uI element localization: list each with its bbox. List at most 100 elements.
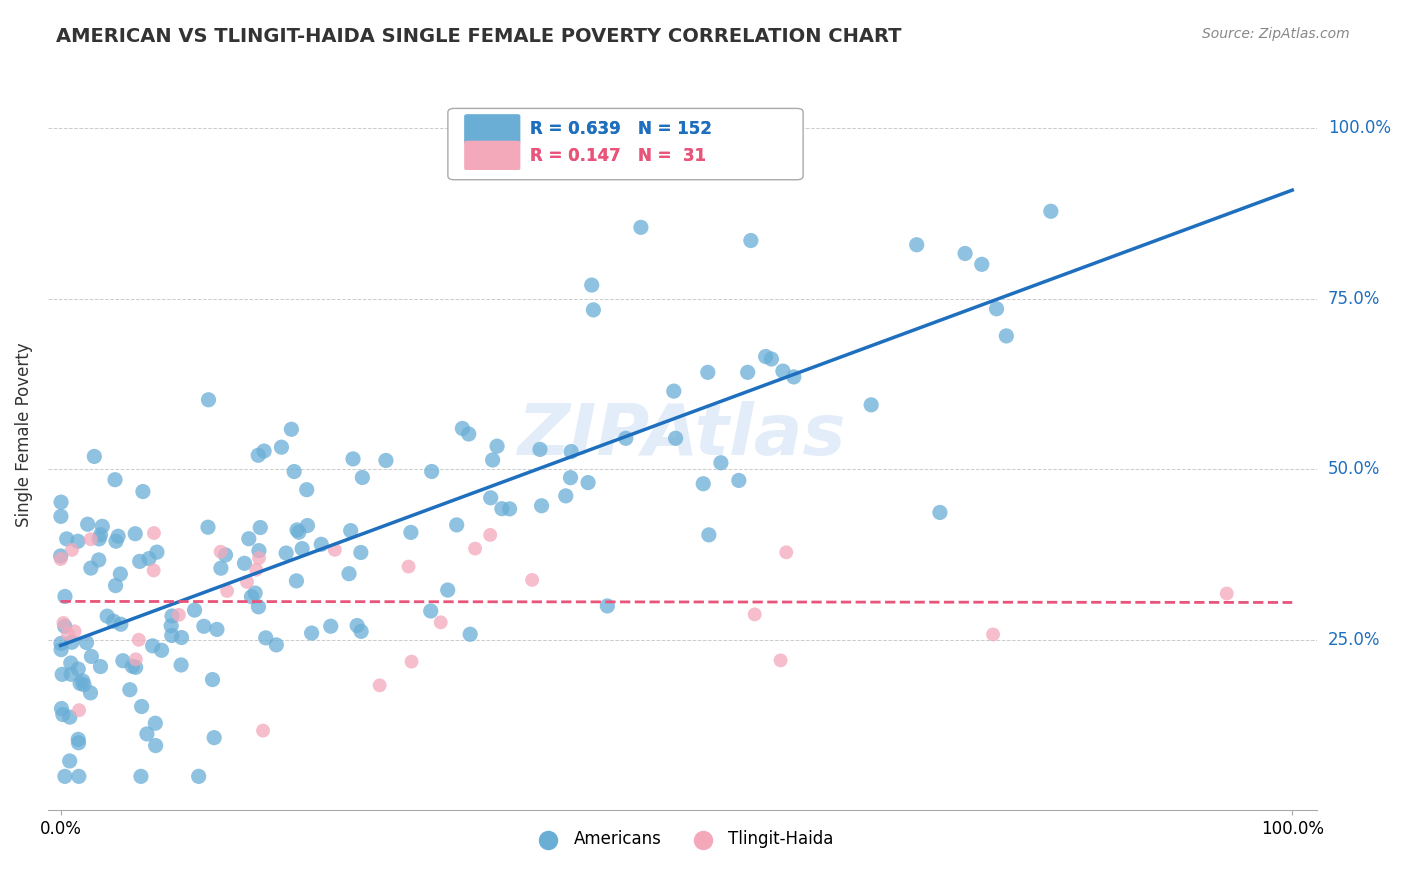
Point xyxy=(1039,204,1062,219)
Point xyxy=(319,619,342,633)
Point xyxy=(91,519,114,533)
Point xyxy=(67,732,90,747)
Point xyxy=(67,703,90,717)
Point xyxy=(446,517,468,532)
Point xyxy=(420,465,443,479)
Point xyxy=(89,528,111,542)
Point xyxy=(121,659,143,673)
Point xyxy=(132,484,155,499)
Point xyxy=(243,586,266,600)
Point xyxy=(193,619,215,633)
Point xyxy=(89,532,111,546)
Point xyxy=(55,532,77,546)
Text: R = 0.639   N = 152: R = 0.639 N = 152 xyxy=(530,120,713,138)
Point xyxy=(520,573,543,587)
Point xyxy=(283,465,305,479)
Point xyxy=(247,551,270,566)
Point xyxy=(692,476,714,491)
Text: 25.0%: 25.0% xyxy=(1329,631,1381,648)
Point xyxy=(419,604,441,618)
Point xyxy=(202,731,225,745)
Point xyxy=(727,474,749,488)
Text: 75.0%: 75.0% xyxy=(1329,290,1381,308)
Point xyxy=(67,736,90,750)
Point xyxy=(125,652,148,666)
Point xyxy=(49,549,72,563)
Point xyxy=(352,470,374,484)
Point xyxy=(96,609,118,624)
Point xyxy=(710,456,733,470)
Point xyxy=(145,739,167,753)
FancyBboxPatch shape xyxy=(449,109,803,180)
Point xyxy=(254,631,277,645)
Point xyxy=(53,769,76,783)
Point xyxy=(301,626,323,640)
Point xyxy=(285,574,308,588)
Point xyxy=(295,483,318,497)
Point xyxy=(630,220,652,235)
Point xyxy=(73,678,96,692)
Point xyxy=(49,552,72,566)
Point xyxy=(486,439,509,453)
Point xyxy=(110,566,132,581)
Point xyxy=(49,495,72,509)
Point xyxy=(104,473,127,487)
Point xyxy=(59,656,82,670)
Point xyxy=(183,603,205,617)
Point xyxy=(744,607,766,622)
FancyBboxPatch shape xyxy=(464,114,520,144)
Point xyxy=(128,632,150,647)
Point xyxy=(49,509,72,524)
Point xyxy=(860,398,883,412)
Text: Source: ZipAtlas.com: Source: ZipAtlas.com xyxy=(1202,27,1350,41)
Point xyxy=(60,543,83,558)
Point xyxy=(596,599,619,613)
Text: 100.0%: 100.0% xyxy=(1329,119,1391,136)
Point xyxy=(53,619,76,633)
Point xyxy=(142,564,165,578)
Point xyxy=(240,590,263,604)
Point xyxy=(66,534,89,549)
Point xyxy=(981,627,1004,641)
Point xyxy=(270,440,292,454)
Point xyxy=(214,548,236,562)
Point xyxy=(740,234,762,248)
Point xyxy=(51,701,73,715)
Point xyxy=(49,636,72,650)
Point xyxy=(146,545,169,559)
Point xyxy=(285,523,308,537)
Point xyxy=(266,638,288,652)
Point xyxy=(337,566,360,581)
Point xyxy=(253,444,276,458)
Point xyxy=(143,716,166,731)
Point xyxy=(105,534,128,549)
Point xyxy=(451,421,474,435)
Point xyxy=(737,365,759,379)
Point xyxy=(429,615,451,630)
Point xyxy=(160,628,183,642)
Point xyxy=(209,561,232,575)
Point xyxy=(464,541,486,556)
Point xyxy=(111,654,134,668)
Point xyxy=(80,561,103,575)
Point xyxy=(124,526,146,541)
Point xyxy=(247,599,270,614)
Point xyxy=(170,631,193,645)
Point xyxy=(252,723,274,738)
Point xyxy=(124,660,146,674)
Point xyxy=(350,624,373,639)
Point xyxy=(160,609,183,624)
Point xyxy=(217,584,239,599)
Point xyxy=(398,559,420,574)
Point xyxy=(205,623,228,637)
Point xyxy=(297,518,319,533)
Point xyxy=(142,639,165,653)
Point xyxy=(59,710,82,724)
Point xyxy=(530,499,553,513)
Point xyxy=(479,491,502,505)
Point xyxy=(197,392,219,407)
Point xyxy=(233,557,256,571)
Point xyxy=(245,563,267,577)
Point xyxy=(135,727,157,741)
Y-axis label: Single Female Poverty: Single Female Poverty xyxy=(15,343,32,527)
